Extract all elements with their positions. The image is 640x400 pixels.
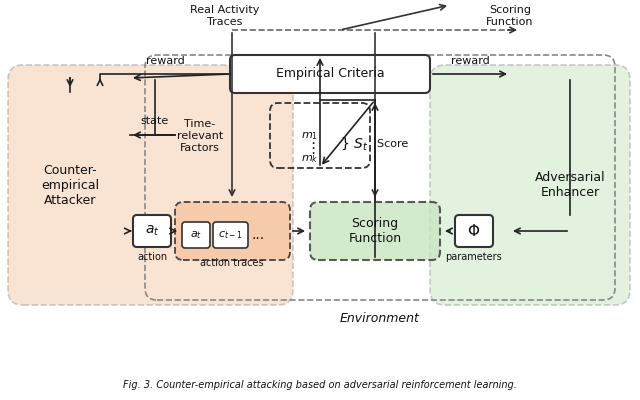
- Text: Adversarial
Enhancer: Adversarial Enhancer: [534, 171, 605, 199]
- Text: action: action: [137, 252, 167, 262]
- Text: $m_1$: $m_1$: [301, 130, 319, 142]
- Text: Fig. 3. Counter-empirical attacking based on adversarial reinforcement learning.: Fig. 3. Counter-empirical attacking base…: [123, 380, 517, 390]
- Text: Scoring
Function: Scoring Function: [486, 5, 534, 26]
- FancyBboxPatch shape: [455, 215, 493, 247]
- FancyBboxPatch shape: [182, 222, 210, 248]
- FancyBboxPatch shape: [430, 65, 630, 305]
- Text: state: state: [141, 116, 169, 126]
- Text: $c_{t-1}$: $c_{t-1}$: [218, 229, 243, 241]
- FancyBboxPatch shape: [310, 202, 440, 260]
- Text: Time-
relevant
Factors: Time- relevant Factors: [177, 119, 223, 152]
- FancyBboxPatch shape: [175, 202, 290, 260]
- FancyBboxPatch shape: [230, 55, 430, 93]
- Text: $m_k$: $m_k$: [301, 153, 319, 165]
- Text: Empirical Criteria: Empirical Criteria: [276, 68, 384, 80]
- Text: Score: Score: [370, 139, 408, 149]
- Text: $\vdots$: $\vdots$: [305, 140, 315, 156]
- Text: Scoring
Function: Scoring Function: [348, 217, 401, 245]
- Text: $\} \ S_t$: $\} \ S_t$: [340, 136, 368, 152]
- Text: $\Phi$: $\Phi$: [467, 223, 481, 239]
- FancyBboxPatch shape: [8, 65, 293, 305]
- Text: reward: reward: [146, 56, 184, 66]
- Text: Counter-
empirical
Attacker: Counter- empirical Attacker: [41, 164, 99, 206]
- Text: $a_t$: $a_t$: [145, 224, 159, 238]
- Text: Environment: Environment: [340, 312, 420, 325]
- Text: parameters: parameters: [445, 252, 502, 262]
- FancyBboxPatch shape: [213, 222, 248, 248]
- Text: $a_t$: $a_t$: [190, 229, 202, 241]
- Text: ...: ...: [252, 228, 264, 242]
- Text: Real Activity
Traces: Real Activity Traces: [190, 5, 260, 26]
- Text: action traces: action traces: [200, 258, 264, 268]
- Text: reward: reward: [451, 56, 490, 66]
- FancyBboxPatch shape: [133, 215, 171, 247]
